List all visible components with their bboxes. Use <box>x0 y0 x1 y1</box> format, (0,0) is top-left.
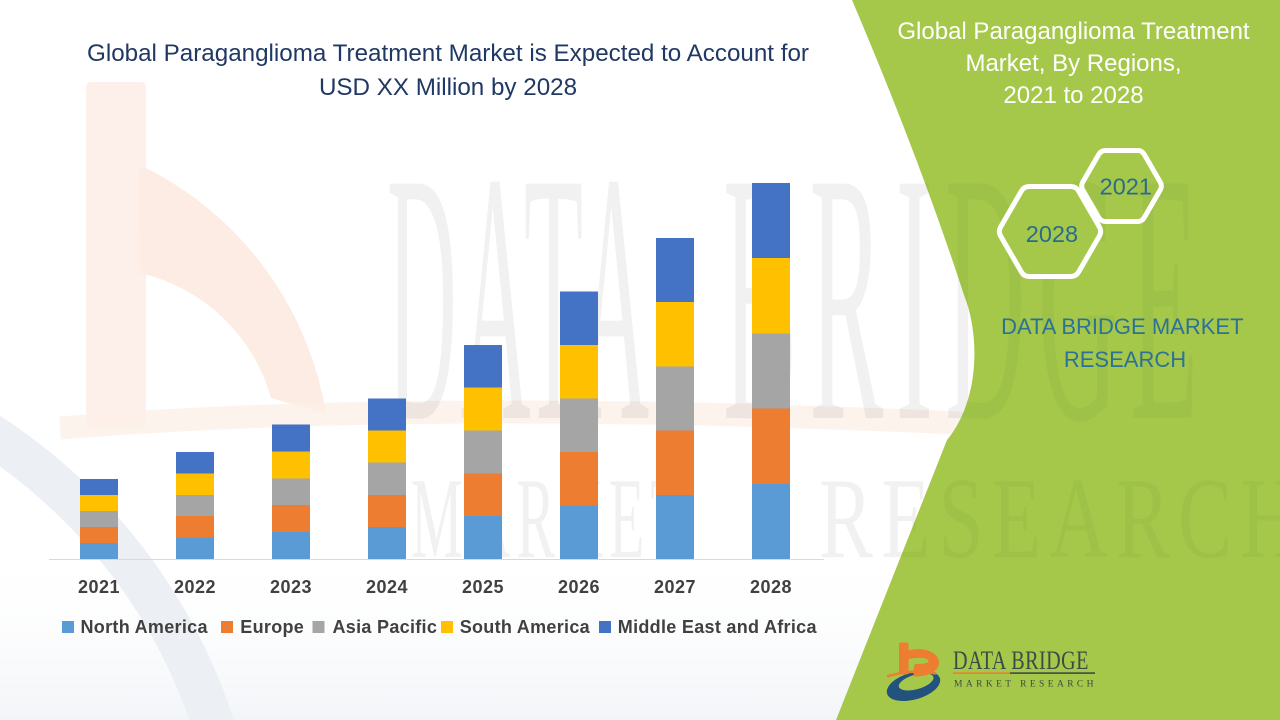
svg-text:USD XX Million by 2028: USD XX Million by 2028 <box>319 74 577 101</box>
svg-text:Europe: Europe <box>240 617 304 637</box>
svg-text:Market, By Regions,: Market, By Regions, <box>965 50 1181 77</box>
svg-text:South America: South America <box>460 617 591 637</box>
svg-text:MARKET RESEARCH: MARKET RESEARCH <box>954 680 1097 690</box>
svg-text:2023: 2023 <box>270 577 312 597</box>
svg-text:Middle East and Africa: Middle East and Africa <box>618 617 818 637</box>
svg-text:North America: North America <box>81 617 209 637</box>
svg-text:DATA: DATA <box>387 99 653 496</box>
svg-text:DATA BRIDGE: DATA BRIDGE <box>953 646 1089 675</box>
svg-text:Global Paraganglioma Treatment: Global Paraganglioma Treatment Market is… <box>87 40 809 67</box>
svg-text:2021: 2021 <box>1100 174 1152 200</box>
svg-text:2026: 2026 <box>558 577 600 597</box>
svg-text:Asia Pacific: Asia Pacific <box>333 617 438 637</box>
svg-text:2028: 2028 <box>1026 221 1078 247</box>
svg-text:2027: 2027 <box>654 577 696 597</box>
svg-text:RESEARCH: RESEARCH <box>1064 347 1186 372</box>
svg-text:2021: 2021 <box>78 577 120 597</box>
svg-text:2025: 2025 <box>462 577 504 597</box>
svg-text:DATA BRIDGE MARKET: DATA BRIDGE MARKET <box>1001 314 1243 339</box>
svg-text:2021 to 2028: 2021 to 2028 <box>1003 82 1143 109</box>
svg-text:Global Paraganglioma Treatment: Global Paraganglioma Treatment <box>897 18 1250 45</box>
svg-text:MARKET: MARKET <box>411 453 692 582</box>
svg-text:2028: 2028 <box>750 577 792 597</box>
svg-text:2022: 2022 <box>174 577 216 597</box>
svg-text:2024: 2024 <box>366 577 408 597</box>
